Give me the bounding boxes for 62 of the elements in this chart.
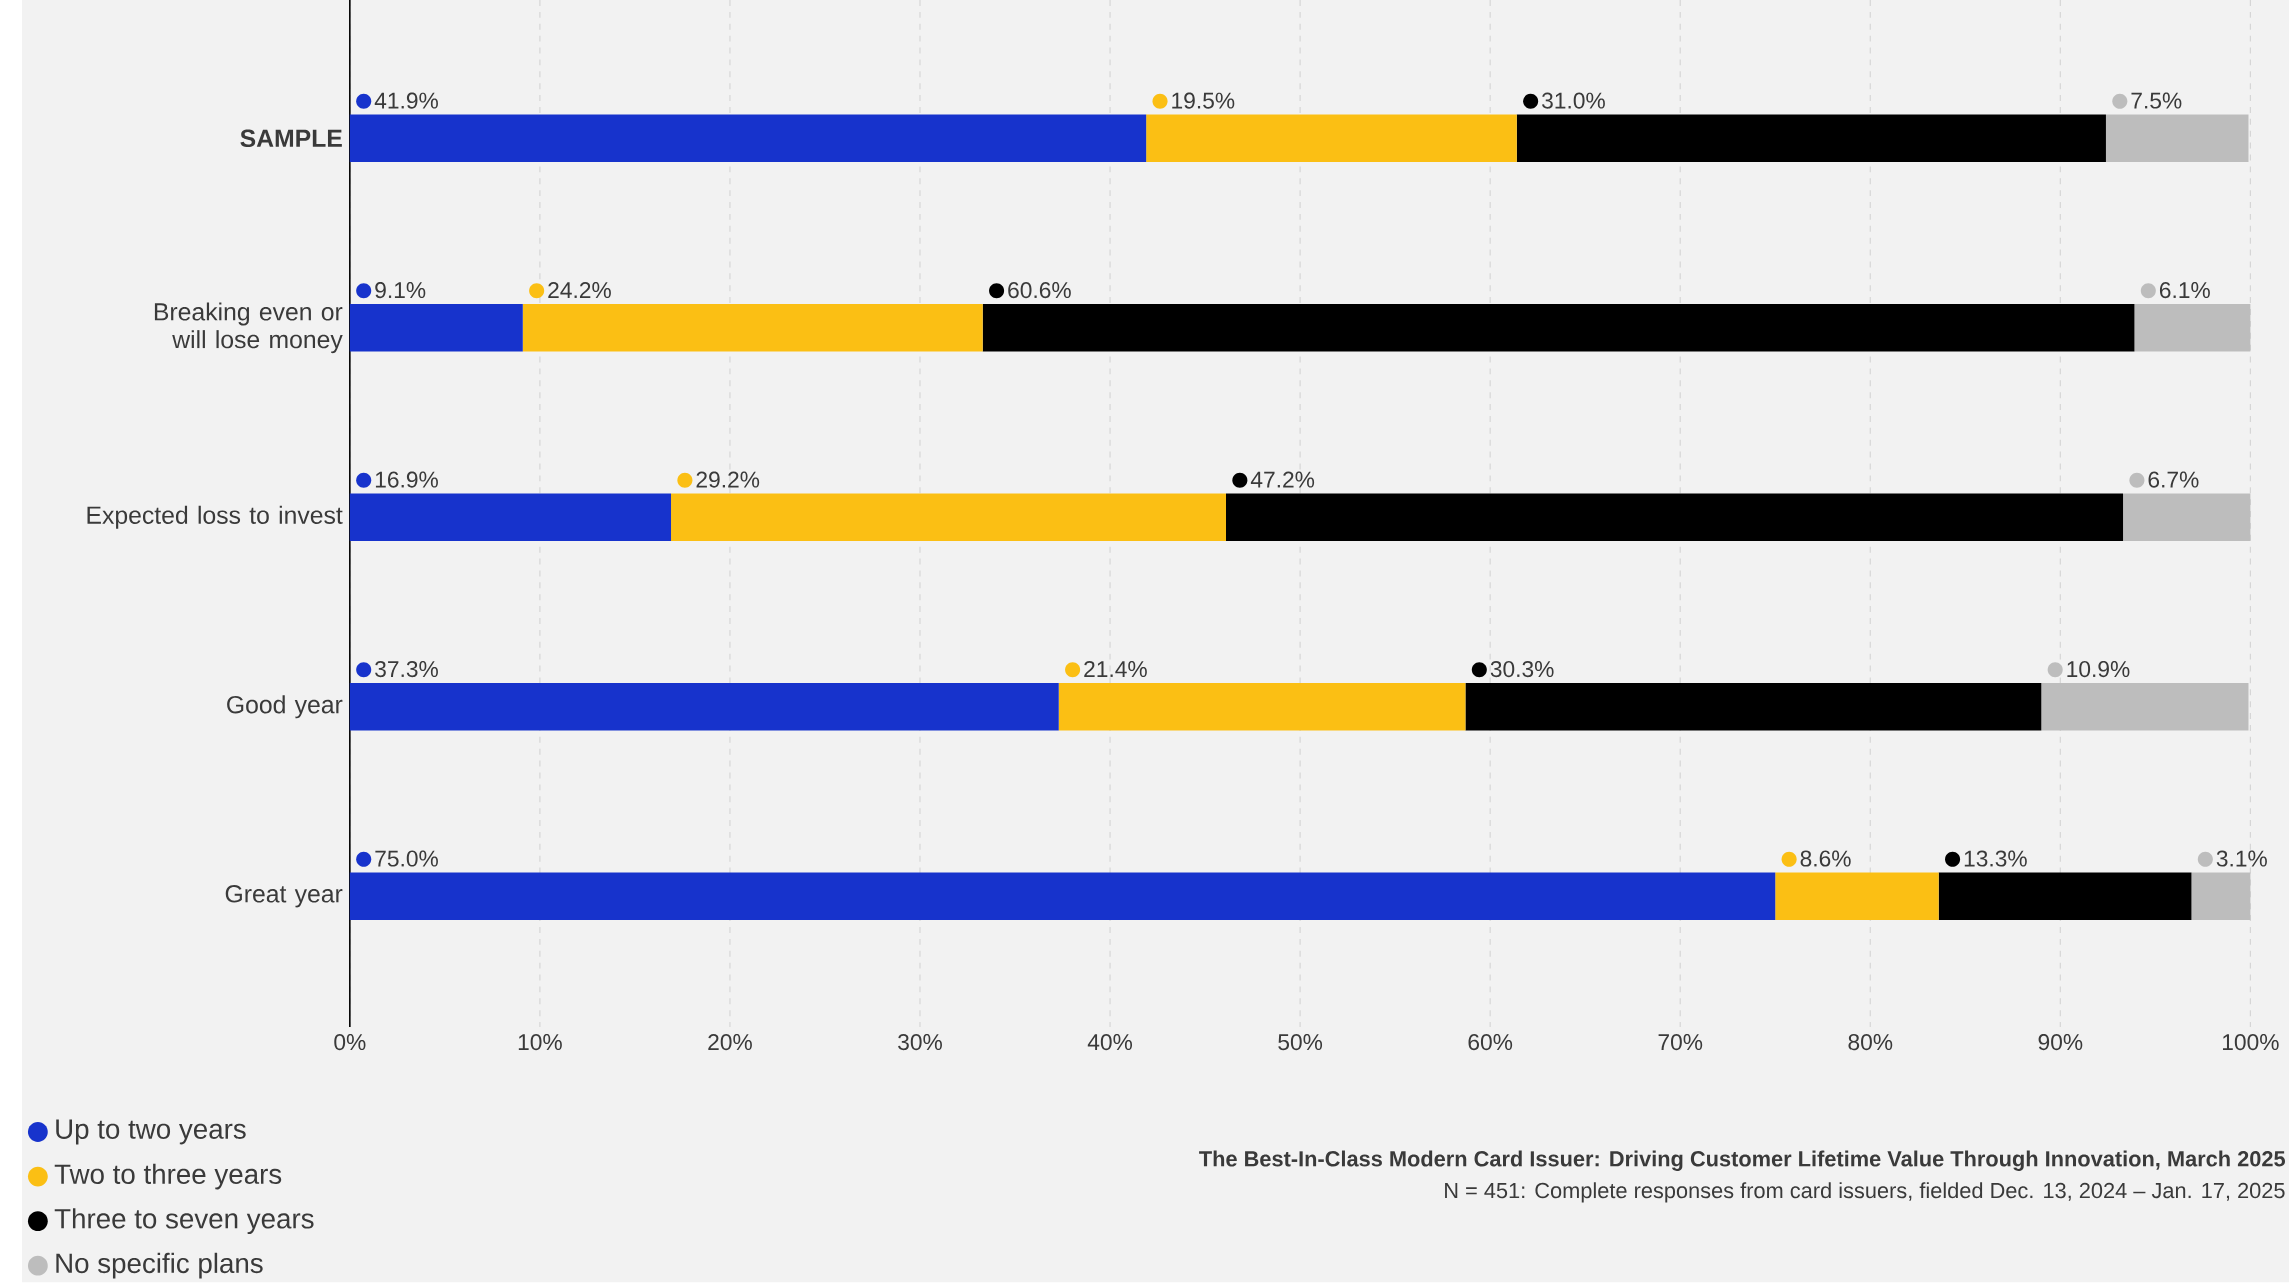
bar	[349, 493, 672, 542]
data-label: 75.0%	[375, 850, 438, 867]
data-label: 60.6%	[1008, 282, 1071, 299]
y-tick-label: Expected loss to invest	[87, 505, 343, 530]
bar	[2134, 304, 2251, 352]
bar	[349, 114, 1147, 163]
x-tick-label: 70%	[1658, 1034, 1703, 1051]
bar	[349, 304, 523, 352]
bar	[671, 493, 1226, 542]
x-tick-label: 40%	[1087, 1034, 1133, 1051]
data-label: 10.9%	[2067, 661, 2130, 678]
y-tick-label: Good year	[227, 695, 343, 719]
data-label: 16.9%	[375, 471, 438, 488]
legend-label: No specific plans	[56, 1253, 263, 1279]
data-label: 6.1%	[2159, 282, 2210, 299]
bar	[1225, 493, 2124, 542]
bar	[1465, 683, 2042, 731]
data-label: 21.4%	[1084, 661, 1147, 678]
legend-label: Three to seven years	[54, 1208, 314, 1235]
y-tick-label: SAMPLE	[240, 129, 342, 148]
bar	[2041, 683, 2249, 731]
data-label: 37.3%	[375, 661, 438, 678]
data-label: 29.2%	[696, 471, 760, 488]
x-tick-label: 60%	[1468, 1034, 1513, 1051]
bar	[1775, 872, 1939, 921]
bar	[349, 683, 1059, 731]
bar	[1146, 114, 1517, 163]
legend-label: Two to three years	[54, 1163, 282, 1190]
x-tick-label: 100%	[2222, 1034, 2279, 1051]
bar	[349, 872, 1776, 921]
data-label: 8.6%	[1800, 850, 1851, 867]
data-label: 30.3%	[1490, 661, 1554, 678]
text: The Best-In-Class Modern Card Issuer: Driving Customer Lifetime Value Through Innovation, March 2025	[1199, 1150, 2285, 1172]
data-label: 7.5%	[2131, 92, 2182, 109]
data-label: 3.1%	[2216, 850, 2267, 867]
bar	[522, 304, 983, 352]
data-label: 47.2%	[1250, 471, 1315, 488]
data-label: 6.7%	[2148, 471, 2199, 488]
bar	[2105, 114, 2249, 163]
x-tick-label: 50%	[1278, 1034, 1323, 1051]
y-tick-label: Great year	[225, 885, 343, 908]
bar	[2123, 493, 2251, 542]
bar	[1938, 872, 2192, 921]
data-label: 31.0%	[1542, 92, 1605, 109]
bar	[1516, 114, 2106, 163]
data-label: 19.5%	[1172, 92, 1235, 109]
bar	[1058, 683, 1466, 731]
data-label: 41.9%	[374, 92, 438, 109]
x-tick-label: 20%	[708, 1034, 752, 1051]
bar	[982, 304, 2135, 352]
legend-label: Up to two years	[56, 1119, 246, 1145]
data-label: 9.1%	[375, 282, 426, 299]
text: N = 451: Complete responses from card issuers, fielded Dec. 13, 2024 – Jan. 17, 2025	[1445, 1182, 2285, 1203]
x-tick-label: 0%	[334, 1034, 366, 1051]
y-tick-label: Breaking even or will lose money	[154, 302, 343, 354]
x-tick-label: 10%	[518, 1034, 562, 1051]
x-tick-label: 90%	[2038, 1034, 2083, 1051]
data-label: 24.2%	[548, 282, 611, 299]
bar	[2191, 872, 2251, 921]
data-label: 13.3%	[1964, 850, 2027, 867]
x-tick-label: 30%	[898, 1034, 942, 1051]
x-tick-label: 80%	[1848, 1034, 1893, 1051]
